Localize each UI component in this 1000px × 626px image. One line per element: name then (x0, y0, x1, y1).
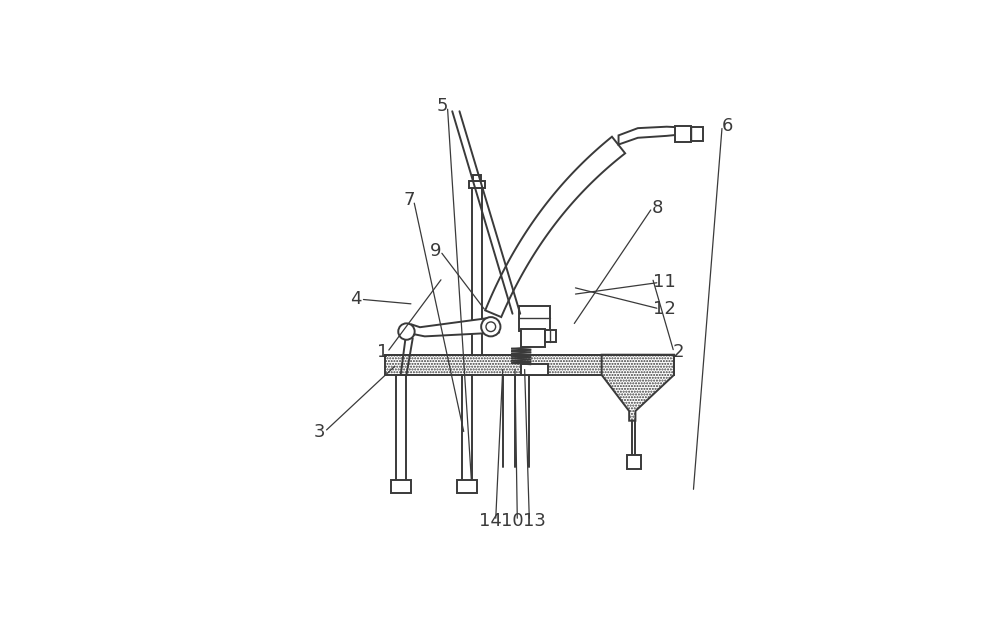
Text: 13: 13 (523, 512, 546, 530)
Text: 2: 2 (673, 343, 685, 361)
Text: 6: 6 (721, 116, 733, 135)
Text: 7: 7 (403, 192, 415, 210)
Text: 12: 12 (653, 300, 676, 318)
Text: 14: 14 (479, 512, 502, 530)
Text: 1: 1 (377, 343, 388, 361)
Bar (545, 330, 556, 342)
Text: 5: 5 (437, 98, 448, 115)
Text: 10: 10 (501, 512, 524, 530)
Text: 3: 3 (314, 423, 325, 441)
Bar (391, 480, 411, 493)
Circle shape (481, 317, 500, 336)
Bar (473, 175, 481, 181)
Bar (521, 329, 545, 347)
Text: 4: 4 (350, 290, 362, 308)
Bar (457, 480, 477, 493)
Bar (691, 126, 703, 141)
Bar (521, 364, 548, 375)
Bar (627, 456, 641, 469)
Circle shape (398, 324, 415, 340)
Text: 8: 8 (651, 198, 663, 217)
Text: 9: 9 (430, 242, 441, 260)
Bar (469, 181, 485, 188)
Polygon shape (602, 355, 674, 421)
Polygon shape (619, 126, 676, 145)
Circle shape (486, 322, 496, 332)
Bar (519, 307, 550, 331)
Bar (385, 355, 674, 375)
Bar (675, 126, 691, 141)
Polygon shape (402, 318, 499, 338)
Bar (472, 188, 482, 355)
Text: 11: 11 (653, 274, 676, 291)
Polygon shape (485, 136, 625, 317)
